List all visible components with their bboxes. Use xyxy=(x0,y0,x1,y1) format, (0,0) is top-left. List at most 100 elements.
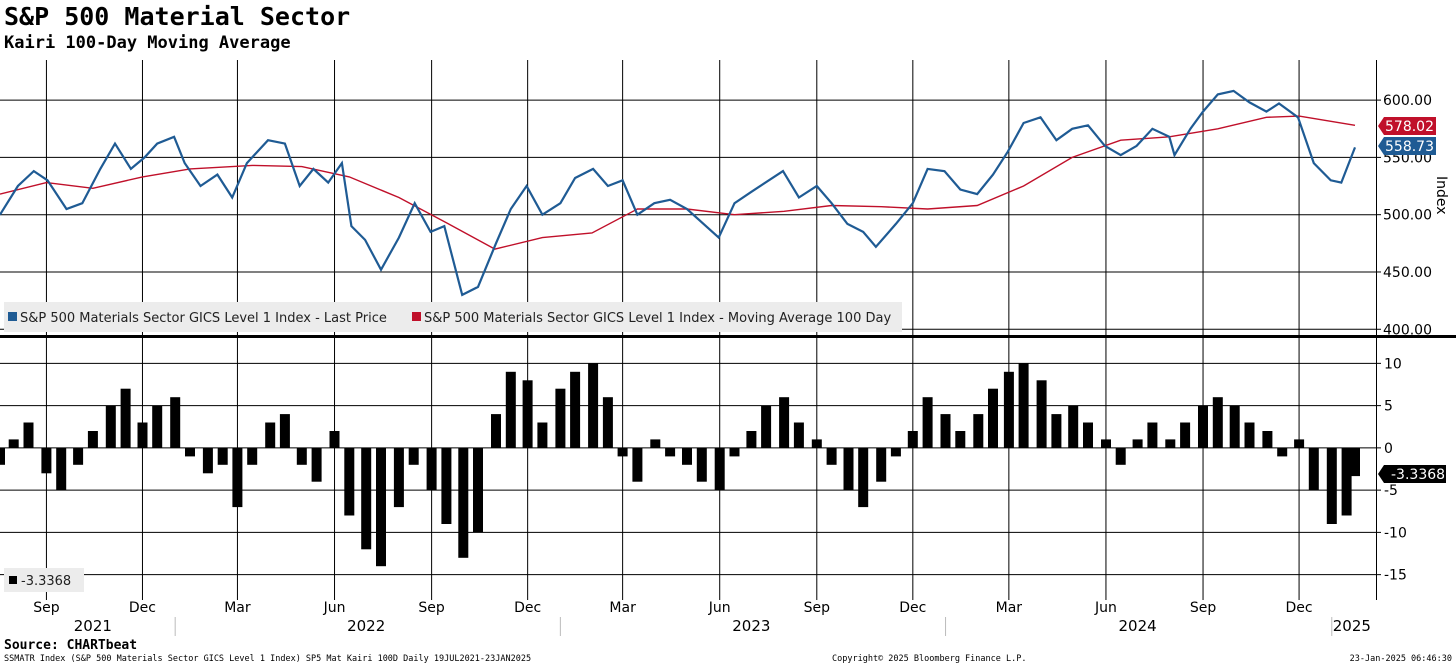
kairi-bar xyxy=(988,388,998,448)
kairi-bar xyxy=(761,405,772,448)
svg-text:-3.3368: -3.3368 xyxy=(1391,467,1445,483)
x-month-label: Dec xyxy=(899,600,926,616)
kairi-bar xyxy=(120,388,131,448)
ma-legend-swatch xyxy=(412,312,421,321)
kairi-bar xyxy=(876,447,887,482)
kairi-bar xyxy=(137,422,148,448)
kairi-y-axis: -15 -10 -5 0 5 10 xyxy=(1376,356,1407,584)
kairi-bar xyxy=(682,447,692,465)
kairi-bar xyxy=(361,447,372,550)
timestamp: 23-Jan-2025 06:46:30 xyxy=(1350,654,1452,664)
kairi-bar xyxy=(907,431,918,448)
kairi-bar xyxy=(1003,371,1014,448)
x-month-label: Jun xyxy=(1094,600,1117,616)
x-month-label: Dec xyxy=(1286,600,1313,616)
kairi-bar xyxy=(105,405,116,448)
kairi-bar xyxy=(1068,405,1079,448)
kairi-bar xyxy=(779,397,790,448)
kairi-bar xyxy=(1308,447,1319,491)
svg-text:558.73: 558.73 xyxy=(1385,139,1434,155)
kairi-bar xyxy=(1229,405,1240,448)
ma-last-value-tag: 578.02 xyxy=(1378,117,1436,135)
kairi-bar xyxy=(247,447,258,465)
kairi-bar xyxy=(265,422,276,448)
price-tick-label: 500.00 xyxy=(1383,208,1432,224)
kairi-bar xyxy=(1018,363,1029,448)
kairi-bar xyxy=(940,414,951,448)
kairi-bar xyxy=(793,422,804,448)
kairi-bar xyxy=(8,439,19,448)
kairi-bar xyxy=(152,405,163,448)
kairi-bar xyxy=(696,447,707,482)
kairi-bar xyxy=(23,422,34,448)
x-year-label: 2024 xyxy=(1119,617,1157,635)
x-month-label: Mar xyxy=(996,600,1023,616)
kairi-bar xyxy=(376,447,386,567)
x-month-label: Mar xyxy=(609,600,636,616)
kairi-bar xyxy=(555,388,566,448)
x-year-label: 2021 xyxy=(74,617,112,635)
kairi-bar xyxy=(87,431,98,448)
price-line xyxy=(0,89,1357,297)
kairi-bar xyxy=(1051,414,1062,448)
right-axis-line xyxy=(1376,60,1377,600)
kairi-bar xyxy=(1294,439,1305,448)
kairi-bar xyxy=(537,422,548,448)
kairi-bar xyxy=(955,431,966,448)
kairi-bar xyxy=(202,447,213,474)
kairi-bar xyxy=(1212,397,1223,448)
kairi-bar xyxy=(426,447,437,491)
kairi-bar xyxy=(1132,439,1143,448)
kairi-bar xyxy=(714,447,725,491)
kairi-bar xyxy=(41,447,52,474)
kairi-bar xyxy=(522,380,533,448)
svg-text:578.02: 578.02 xyxy=(1385,119,1434,135)
kairi-bar xyxy=(1147,422,1158,448)
x-month-label: Sep xyxy=(1190,600,1217,616)
price-tick-label: 450.00 xyxy=(1383,265,1432,281)
kairi-bar xyxy=(473,447,483,533)
kairi-bar xyxy=(0,447,5,465)
x-month-label: Dec xyxy=(514,600,541,616)
kairi-bars xyxy=(0,363,1360,567)
kairi-bar xyxy=(746,431,757,448)
kairi-bar xyxy=(570,371,581,448)
kairi-bar xyxy=(843,447,854,491)
x-year-label: 2022 xyxy=(347,617,385,635)
kairi-bar xyxy=(1341,447,1352,516)
kairi-bar xyxy=(73,447,84,465)
kairi-bar xyxy=(602,397,613,448)
kairi-bar xyxy=(826,447,837,465)
kairi-tick-label: 0 xyxy=(1384,441,1393,457)
kairi-bar xyxy=(1083,422,1093,448)
kairi-bar xyxy=(311,447,322,482)
x-year-label: 2023 xyxy=(732,617,770,635)
chart-subtitle: Kairi 100-Day Moving Average xyxy=(4,33,291,53)
kairi-bar xyxy=(1101,439,1111,448)
x-month-label: Sep xyxy=(418,600,445,616)
price-legend-swatch xyxy=(8,312,17,321)
kairi-bar xyxy=(56,447,67,491)
x-month-label: Dec xyxy=(129,600,156,616)
x-month-label: Mar xyxy=(224,600,251,616)
pane-separator xyxy=(0,335,1456,338)
x-month-label: Jun xyxy=(708,600,731,616)
kairi-legend-background xyxy=(4,568,84,592)
chart-title: S&P 500 Material Sector xyxy=(4,2,351,31)
kairi-bar xyxy=(458,447,469,558)
kairi-bar xyxy=(329,431,340,448)
kairi-bar xyxy=(296,447,307,465)
ticker-description: SSMATR Index (S&P 500 Materials Sector G… xyxy=(4,654,531,664)
kairi-bar xyxy=(1165,439,1176,448)
x-month-label: Jun xyxy=(323,600,346,616)
price-legend-background xyxy=(4,302,902,332)
kairi-legend-swatch xyxy=(9,576,17,584)
kairi-tick-label: -5 xyxy=(1384,483,1398,499)
source-note: Source: CHARTbeat xyxy=(4,638,137,653)
kairi-bar xyxy=(232,447,243,508)
kairi-bar xyxy=(491,414,501,448)
kairi-tick-label: -15 xyxy=(1384,568,1407,584)
kairi-bar xyxy=(1115,447,1126,465)
kairi-bar xyxy=(185,447,195,457)
